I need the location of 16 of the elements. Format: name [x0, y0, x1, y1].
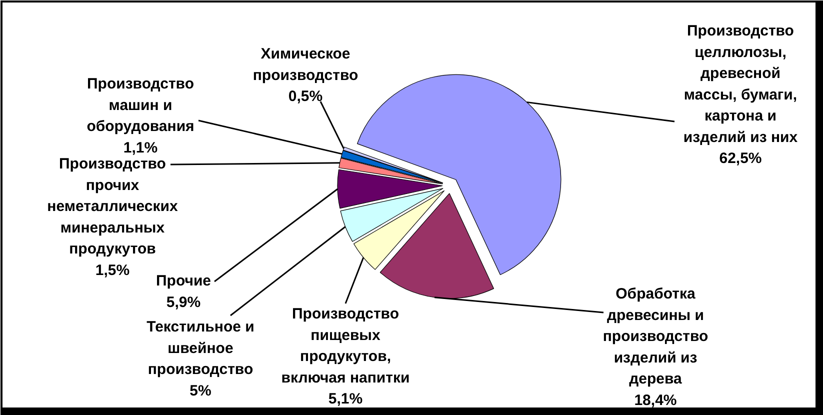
slice-label: Производство целлюлозы, древесной массы, бумаги, картона и изделий из них	[683, 22, 798, 146]
data-label: 62,5%	[719, 150, 762, 167]
data-label: 1,5%	[95, 262, 130, 279]
slice-label: Производство пищевых продукутов, включая напитки	[281, 306, 410, 386]
data-label: 5,9%	[166, 294, 201, 311]
slice-label: Производство прочих неметаллических минеральных продукутов	[47, 156, 178, 258]
slice-label: Производство машин и оборудования	[86, 76, 194, 135]
data-label: 5%	[190, 382, 212, 400]
slice-label: Химическое производство	[252, 46, 358, 84]
slice-label: Прочие	[156, 272, 212, 290]
data-label: 0,5%	[288, 88, 323, 105]
slice-label: Обработка древесины и производство изделий из дерева	[602, 286, 708, 388]
data-label: 5,1%	[328, 390, 363, 408]
slice-label: Текстильное и швейное производство	[146, 318, 254, 378]
data-label: 18,4%	[634, 392, 677, 409]
data-label: 1,1%	[123, 139, 158, 156]
